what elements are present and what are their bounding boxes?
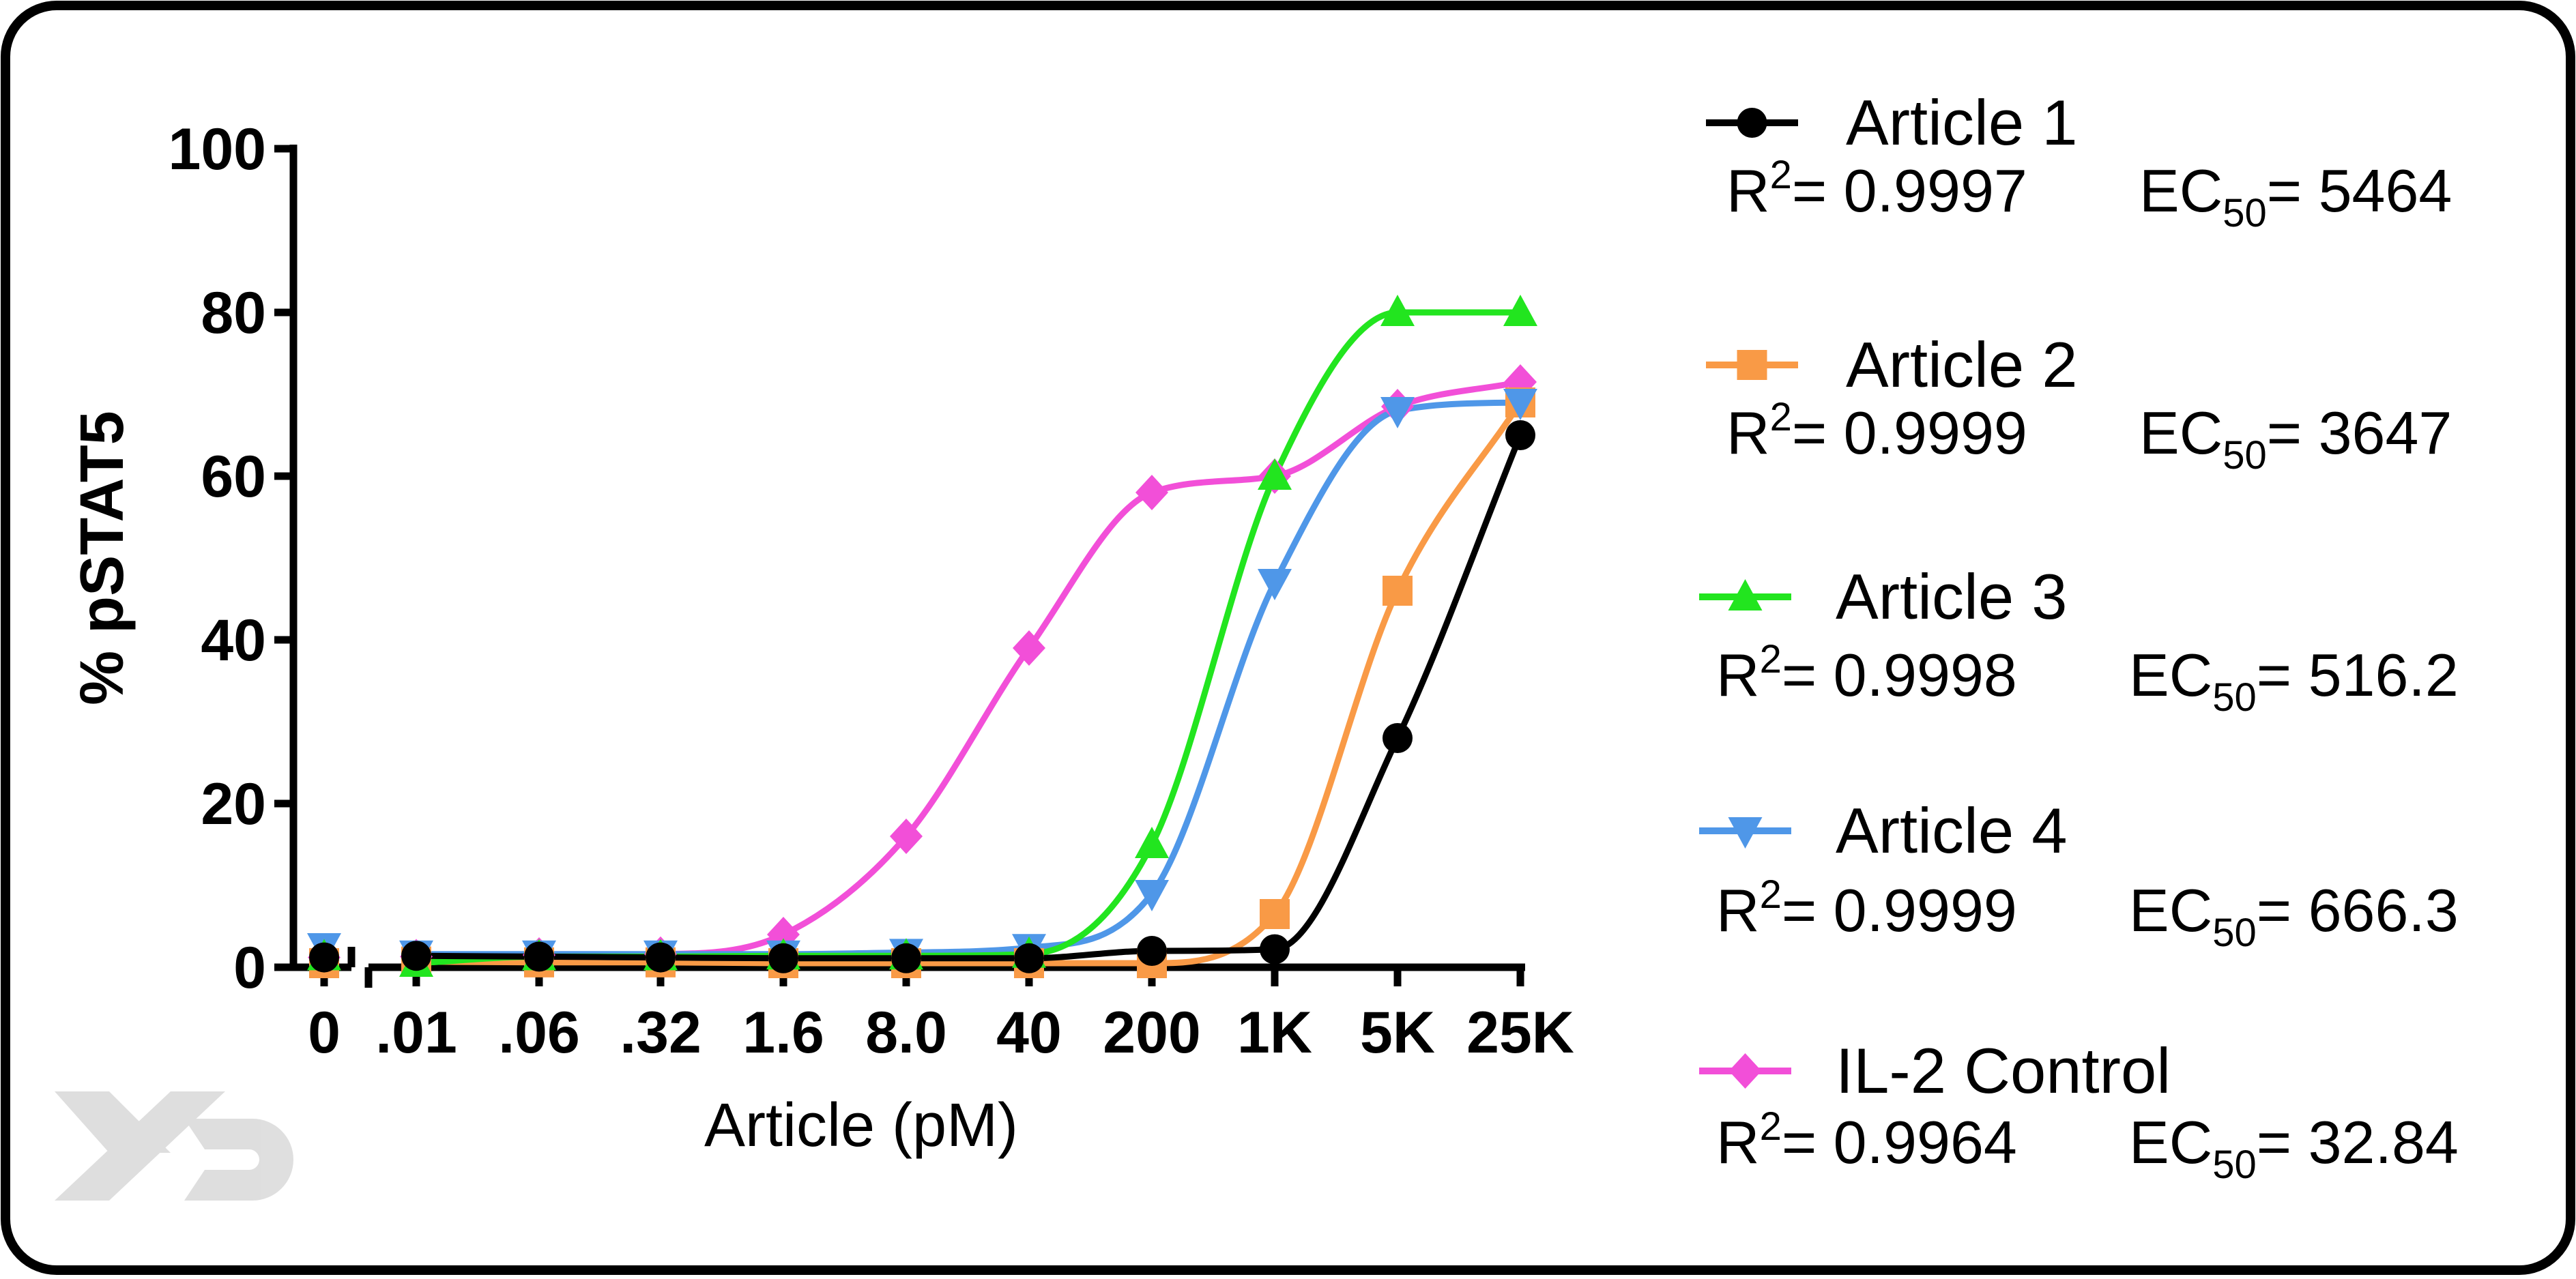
data-point-article-1 (646, 942, 676, 973)
y-tick-label: 40 (201, 608, 266, 673)
data-point-article-3 (1380, 295, 1415, 326)
legend-r-squared: R2= 0.9999 (1726, 395, 2027, 467)
data-point-il-2-control (890, 819, 923, 854)
y-tick-label: 20 (201, 771, 266, 837)
data-point-article-4 (1135, 880, 1169, 911)
legend-marker-triangle-down (1728, 817, 1763, 849)
x-tick-label: .01 (375, 1000, 457, 1065)
data-point-article-3 (1135, 827, 1169, 858)
data-point-article-3 (1258, 458, 1292, 490)
legend-marker-circle (1737, 108, 1767, 138)
x-tick-label: 0 (308, 1000, 341, 1065)
legend-ec50: EC50= 32.84 (2129, 1108, 2459, 1187)
legend-series-name: IL-2 Control (1836, 1035, 2171, 1106)
data-point-il-2-control (1135, 475, 1168, 510)
legend-r-squared: R2= 0.9998 (1716, 637, 2017, 709)
x-tick-label: 5K (1360, 1000, 1435, 1065)
x-tick-label: 25K (1466, 1000, 1574, 1065)
legend-ec50: EC50= 5464 (2139, 157, 2452, 235)
data-point-article-1 (1383, 723, 1413, 753)
x-tick-label: 1K (1237, 1000, 1312, 1065)
data-point-article-3 (1503, 295, 1537, 326)
data-point-article-1 (1137, 936, 1167, 966)
legend-r-squared: R2= 0.9964 (1716, 1104, 2017, 1176)
data-point-article-1 (768, 943, 798, 973)
data-point-il-2-control (1013, 630, 1045, 666)
data-point-article-2 (1383, 576, 1413, 606)
data-point-article-4 (1258, 569, 1292, 600)
legend-series-name: Article 3 (1836, 561, 2068, 632)
data-point-article-1 (1260, 934, 1290, 965)
legend-ec50: EC50= 666.3 (2129, 877, 2459, 955)
legend-entry-article-2: Article 2R2= 0.9999 EC50= 3647 (1706, 329, 2452, 477)
legend-entry-article-4: Article 4R2= 0.9999 EC50= 666.3 (1699, 795, 2459, 955)
x-tick-label: .06 (498, 1000, 580, 1065)
legend-entry-article-1: Article 1R2= 0.9997 EC50= 5464 (1706, 87, 2452, 235)
data-point-article-1 (1505, 420, 1535, 450)
y-tick-label: 0 (233, 935, 266, 1001)
y-axis-title: % pSTAT5 (68, 411, 136, 705)
legend-marker-square (1737, 350, 1767, 380)
data-point-article-2 (1260, 899, 1290, 929)
legend-series-name: Article 4 (1836, 795, 2068, 866)
legend-series-name: Article 1 (1846, 87, 2078, 158)
data-markers (307, 295, 1537, 978)
data-point-article-1 (401, 941, 431, 971)
data-point-article-1 (891, 943, 921, 973)
y-tick-label: 60 (201, 444, 266, 510)
data-point-article-1 (524, 941, 554, 972)
x-axis-title: Article (pM) (704, 1091, 1018, 1160)
legend-entry-article-3: Article 3R2= 0.9998 EC50= 516.2 (1699, 561, 2459, 720)
legend-r-squared: R2= 0.9997 (1726, 153, 2027, 224)
data-point-article-4 (1503, 389, 1537, 420)
axes: 0 20 40 60 80 100 0 .01 .06 .32 1.6 8.0 40 200 1K 5K 25K… (68, 117, 1574, 1160)
data-point-article-1 (309, 942, 339, 973)
x-tick-label: 8.0 (865, 1000, 947, 1065)
y-tick-label: 100 (169, 117, 267, 182)
x-tick-label: 200 (1103, 1000, 1201, 1065)
x-tick-label: 40 (996, 1000, 1062, 1065)
legend-series-name: Article 2 (1846, 329, 2078, 400)
legend-ec50: EC50= 516.2 (2129, 641, 2459, 720)
xd-watermark-logo (55, 1091, 293, 1201)
legend-marker-diamond (1728, 1053, 1762, 1089)
data-point-article-1 (1014, 943, 1044, 973)
y-tick-label: 80 (201, 280, 266, 346)
data-point-article-4 (1380, 397, 1415, 428)
legend-marker-triangle-up (1728, 579, 1763, 611)
legend-r-squared: R2= 0.9999 (1716, 872, 2017, 944)
legend-ec50: EC50= 3647 (2139, 399, 2452, 477)
x-tick-label: .32 (620, 1000, 701, 1065)
x-tick-label: 1.6 (742, 1000, 824, 1065)
